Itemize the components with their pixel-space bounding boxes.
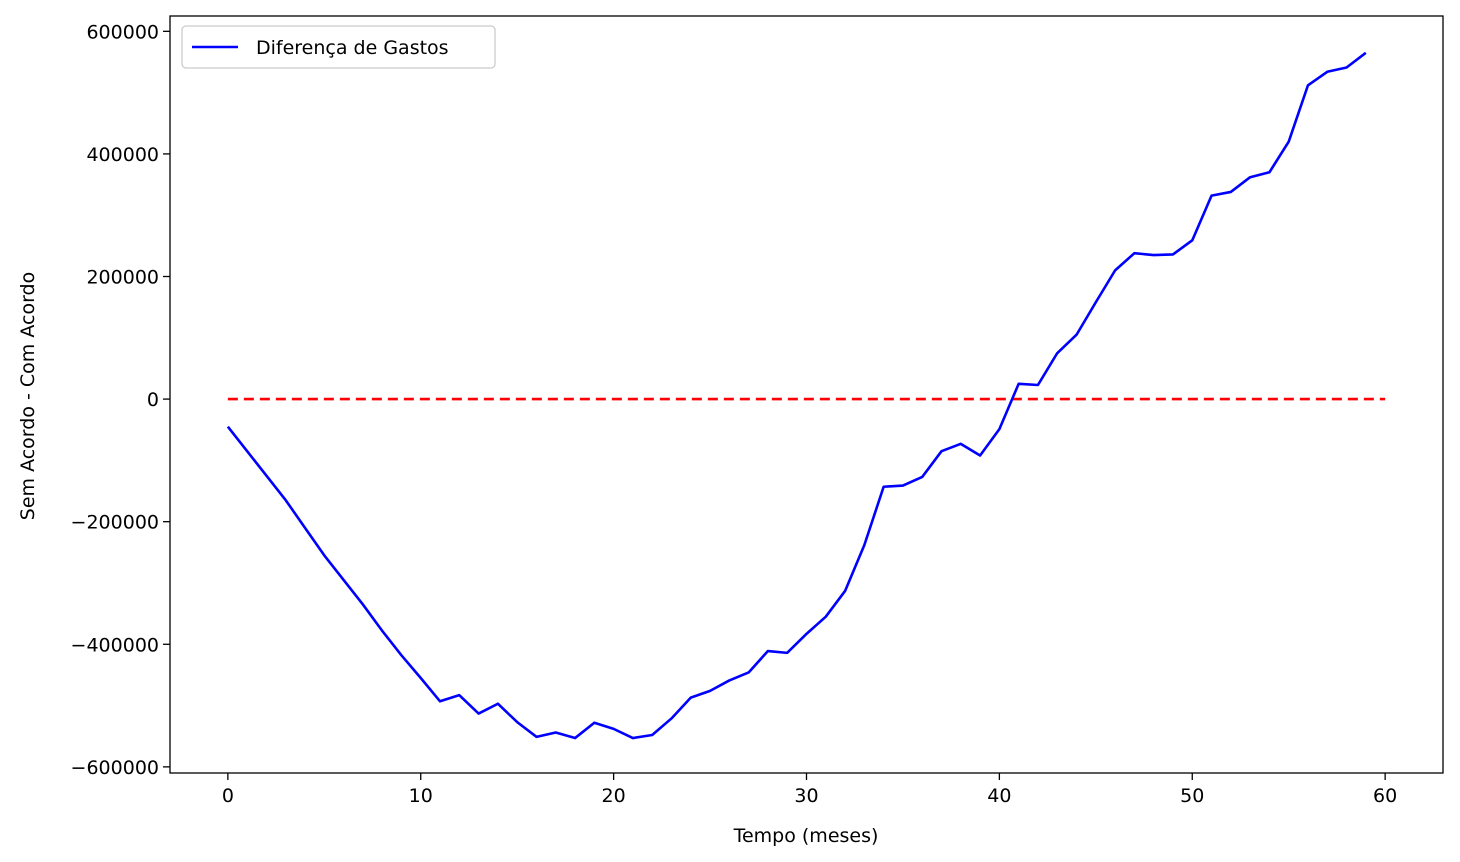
y-tick-label: 600000 <box>86 21 159 43</box>
x-tick-label: 0 <box>222 785 234 807</box>
y-tick-label: −400000 <box>71 634 159 656</box>
y-tick-label: −600000 <box>71 757 159 779</box>
x-tick-label: 50 <box>1180 785 1204 807</box>
series-layer <box>226 51 1386 740</box>
y-tick-label: −200000 <box>71 512 159 534</box>
legend-label-diferenca-de-gastos: Diferença de Gastos <box>256 37 449 59</box>
y-tick-label: 400000 <box>86 144 159 166</box>
legend-box <box>181 25 496 69</box>
x-tick-label: 60 <box>1373 785 1397 807</box>
x-tick-label: 30 <box>794 785 818 807</box>
legend: Diferença de Gastos <box>181 25 496 69</box>
y-axis: −600000 −400000 −200000 0 200000 400000 600000 <box>71 21 170 779</box>
x-tick-label: 20 <box>602 785 626 807</box>
x-axis-label: Tempo (meses) <box>733 825 879 847</box>
y-tick-label: 200000 <box>86 267 159 289</box>
series-line-diferenca-de-gastos <box>226 51 1367 740</box>
y-axis-label: Sem Acordo - Com Acordo <box>17 272 39 520</box>
y-tick-label: 0 <box>147 389 159 411</box>
x-tick-label: 10 <box>409 785 433 807</box>
x-axis: 0 10 20 30 40 50 60 <box>222 773 1397 807</box>
x-tick-label: 40 <box>987 785 1011 807</box>
